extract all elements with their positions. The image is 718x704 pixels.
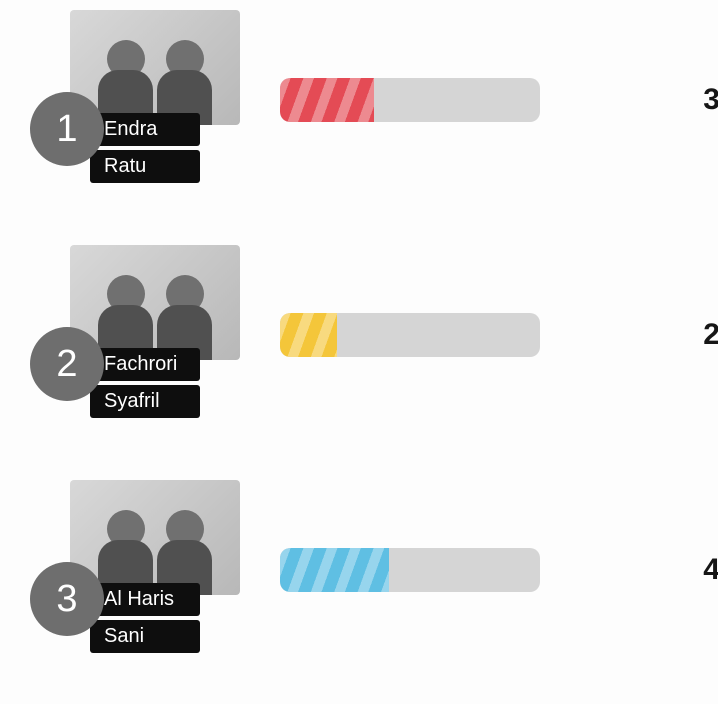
bar-fill <box>280 548 389 592</box>
candidate-row: 1Endra Ratu 36.23% <box>30 10 688 190</box>
percent-label: 36.23% <box>668 83 718 117</box>
person-silhouette <box>98 500 153 595</box>
result-bar-section: 42.00% <box>280 540 688 600</box>
rank-badge: 2 <box>30 327 104 401</box>
candidate-name-secondary: Ratu <box>90 150 200 183</box>
bar-fill <box>280 78 374 122</box>
bar-stripes <box>280 78 374 122</box>
person-silhouette <box>98 30 153 125</box>
bar-track <box>280 313 540 357</box>
bar-track <box>280 548 540 592</box>
bar-stripes <box>280 313 337 357</box>
candidate-row: 2Fachrori Syafril 21.77% <box>30 245 688 425</box>
candidate-card: 3Al Haris Sani <box>30 480 240 660</box>
person-silhouette <box>98 265 153 360</box>
candidate-name-primary: Endra <box>90 113 200 146</box>
candidate-name-secondary: Syafril <box>90 385 200 418</box>
candidate-row: 3Al Haris Sani 42.00% <box>30 480 688 660</box>
candidate-name-secondary: Sani <box>90 620 200 653</box>
bar-stripes <box>280 548 389 592</box>
percent-label: 42.00% <box>668 553 718 587</box>
percent-label: 21.77% <box>668 318 718 352</box>
result-bar-section: 36.23% <box>280 70 688 130</box>
bar-track <box>280 78 540 122</box>
bar-fill <box>280 313 337 357</box>
person-silhouette <box>157 500 212 595</box>
candidate-name-primary: Al Haris <box>90 583 200 616</box>
result-bar-section: 21.77% <box>280 305 688 365</box>
person-silhouette <box>157 30 212 125</box>
rank-badge: 3 <box>30 562 104 636</box>
candidate-card: 1Endra Ratu <box>30 10 240 190</box>
rank-badge: 1 <box>30 92 104 166</box>
candidate-name-primary: Fachrori <box>90 348 200 381</box>
person-silhouette <box>157 265 212 360</box>
candidate-card: 2Fachrori Syafril <box>30 245 240 425</box>
